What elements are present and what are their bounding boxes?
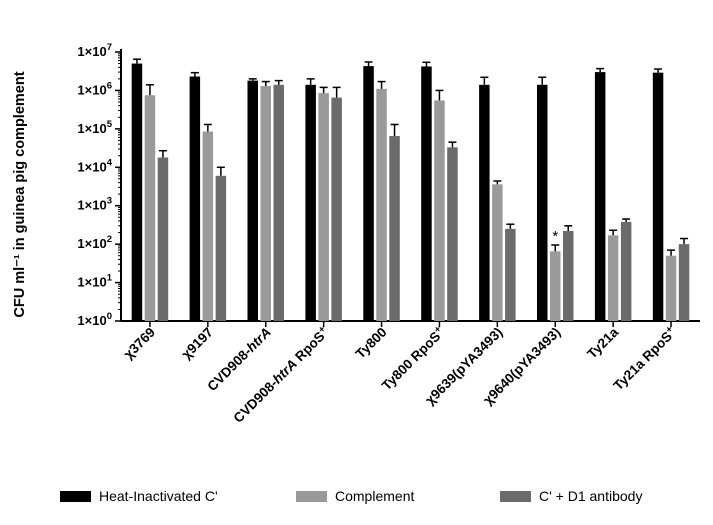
bar: [550, 251, 561, 321]
bar: [652, 72, 664, 322]
bar: [594, 72, 606, 322]
y-tick-labels: 1×100 1×101 1×102 1×103 1×104 1×105 1×106 1×107: [77, 42, 112, 328]
bar: [665, 255, 677, 321]
annotations: *: [552, 228, 558, 245]
legend: Heat-Inactivated C' Complement C' + D1 ant…: [60, 488, 642, 504]
legend-swatch: [60, 491, 91, 502]
bar: [144, 95, 156, 321]
y-tick-label: 1×104: [77, 157, 112, 174]
legend-swatch: [296, 491, 327, 502]
bar-series-group: [131, 63, 690, 322]
legend-swatch: [500, 491, 531, 502]
x-tick-label: Ty21a: [584, 324, 621, 361]
y-tick-label: 1×103: [77, 196, 112, 213]
bar: [376, 88, 387, 321]
bar: [607, 235, 619, 321]
bar: [247, 80, 258, 322]
bar: [260, 86, 271, 321]
bar: [447, 147, 458, 321]
x-tick-label: CVD908-htrA RpoS+: [230, 324, 332, 426]
bar: [479, 84, 490, 321]
y-tick-label: 1×105: [77, 119, 112, 136]
bar: [202, 131, 214, 321]
error-bar-group: [132, 58, 689, 256]
bar: [331, 97, 342, 321]
x-tick-label: χ3769: [121, 325, 158, 362]
bar: [620, 221, 632, 321]
legend-label: Heat-Inactivated C': [99, 488, 218, 504]
bar: [678, 244, 690, 321]
y-tick-label: 1×107: [77, 42, 112, 59]
legend-label: Complement: [335, 488, 414, 504]
legend-label: C' + D1 antibody: [539, 488, 642, 504]
bar: [505, 228, 516, 321]
y-tick-label: 1×102: [77, 234, 112, 251]
bar: [434, 100, 445, 321]
x-tick-label: χ9197: [179, 325, 216, 362]
bar: [305, 84, 316, 321]
bar: [492, 184, 503, 321]
y-tick-label: 1×101: [77, 273, 112, 290]
bar: [389, 136, 400, 321]
bar: [318, 93, 329, 321]
bar: [131, 63, 143, 322]
bar: [537, 84, 548, 321]
y-tick-label: 1×106: [77, 80, 112, 97]
y-tick-label: 1×100: [77, 311, 112, 328]
bar: [189, 76, 201, 321]
bar: [563, 230, 574, 321]
bar: [273, 84, 284, 321]
bar: [421, 66, 432, 321]
bar: [363, 66, 374, 321]
x-tick-label: Ty800: [353, 325, 390, 362]
significance-asterisk: *: [552, 228, 558, 245]
bar: [157, 157, 169, 321]
y-axis-label: CFU ml⁻¹ in guinea pig complement: [12, 71, 28, 317]
bar: [215, 175, 227, 321]
